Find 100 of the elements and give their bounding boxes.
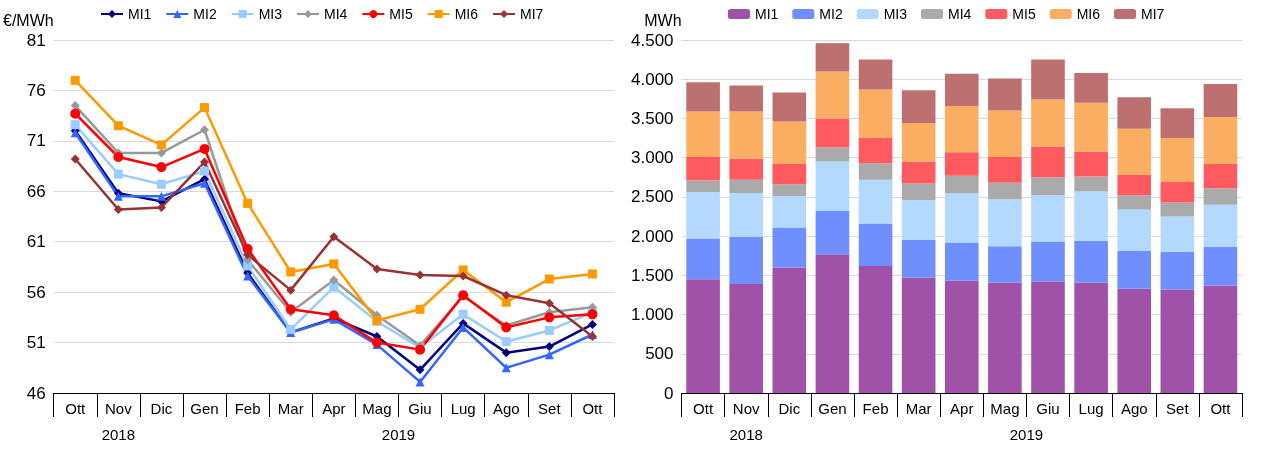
bar [988, 156, 1022, 183]
y-tick-label: 4.000 [630, 69, 674, 89]
point [200, 125, 210, 135]
point [156, 202, 166, 212]
legend-label: MI2 [193, 6, 217, 22]
x-tick-label: Giu [408, 400, 432, 417]
bar [988, 282, 1022, 393]
point [329, 275, 339, 285]
x-tick-label: Gen [190, 400, 219, 417]
bar [1160, 181, 1195, 203]
y-tick-label: 2.000 [630, 226, 674, 246]
point [113, 204, 123, 214]
bar [729, 85, 764, 112]
legend-label: MI6 [454, 6, 479, 22]
bar [686, 82, 720, 112]
bar [1117, 288, 1152, 393]
bar [815, 71, 850, 119]
bar [858, 163, 893, 180]
y-tick-label: 51 [26, 333, 46, 353]
bar [729, 158, 764, 180]
bar [988, 78, 1022, 111]
x-tick-label: Ago [492, 400, 520, 417]
legend-label: MI4 [948, 6, 972, 22]
bar [1117, 251, 1152, 289]
bar [944, 242, 979, 281]
bar [944, 105, 979, 153]
y-tick-label: 1.000 [630, 305, 674, 325]
point [544, 312, 555, 323]
bar [1203, 285, 1238, 393]
point [372, 264, 382, 274]
bar [1117, 97, 1152, 129]
bar [772, 196, 807, 228]
point [200, 166, 210, 176]
point [70, 154, 80, 164]
bar [772, 121, 807, 164]
point [415, 270, 425, 280]
point [458, 322, 468, 332]
bar [1203, 204, 1238, 248]
bar [1160, 138, 1195, 182]
bar [729, 236, 764, 284]
bar [901, 240, 936, 278]
bar [1203, 163, 1238, 189]
point [156, 191, 166, 201]
point [587, 269, 597, 279]
bar [686, 238, 720, 280]
bar [901, 90, 936, 124]
bar [858, 223, 893, 266]
point [544, 350, 554, 360]
point [200, 157, 210, 167]
bar [686, 156, 720, 181]
legend-label: MI2 [819, 6, 843, 22]
bar [1203, 116, 1238, 164]
y-tick-label: 71 [26, 131, 46, 151]
bar [858, 265, 893, 393]
legend-label: MI4 [324, 6, 348, 22]
x-tick-label: Ott [1210, 400, 1232, 417]
bar [772, 267, 807, 393]
text: 2019 [1009, 426, 1044, 443]
bar [1031, 99, 1065, 147]
point [113, 121, 123, 131]
point [70, 75, 80, 85]
bar [1031, 177, 1065, 196]
bar [1160, 251, 1195, 290]
y-axis-title: €/MWh [3, 11, 54, 29]
bar [729, 179, 764, 193]
bar [772, 163, 807, 185]
point [286, 285, 296, 295]
x-tick-label: Mag [362, 400, 392, 417]
bar [1031, 59, 1065, 100]
y-tick-label: 500 [645, 344, 674, 364]
x-tick-label: Ott [693, 400, 714, 417]
legend-label: MI6 [1076, 6, 1101, 22]
bar [815, 211, 850, 255]
point [199, 143, 210, 154]
point [415, 365, 425, 375]
bar [772, 184, 807, 197]
bar [1160, 108, 1195, 139]
point [501, 348, 511, 358]
bar [1074, 240, 1108, 283]
y-tick-label: 56 [26, 282, 46, 302]
x-tick-label: Feb [234, 400, 261, 417]
bar [815, 147, 850, 162]
point [156, 162, 167, 173]
x-tick-label: Mar [277, 400, 304, 417]
x-tick-label: Giu [1036, 400, 1060, 417]
legend-label: MI5 [389, 6, 413, 22]
point [156, 179, 166, 189]
point [458, 265, 468, 275]
legend-label: MI3 [258, 6, 283, 22]
bar [1074, 151, 1108, 177]
y-tick-label: 3.000 [630, 148, 674, 168]
x-tick-label: Ott [582, 400, 604, 417]
point [458, 309, 468, 319]
y-tick-label: 0 [664, 383, 674, 403]
point [544, 342, 554, 352]
point [200, 178, 210, 188]
bar [988, 199, 1022, 247]
x-tick-label: Set [538, 400, 562, 417]
x-tick-label: Set [1166, 400, 1190, 417]
bar [686, 180, 720, 193]
